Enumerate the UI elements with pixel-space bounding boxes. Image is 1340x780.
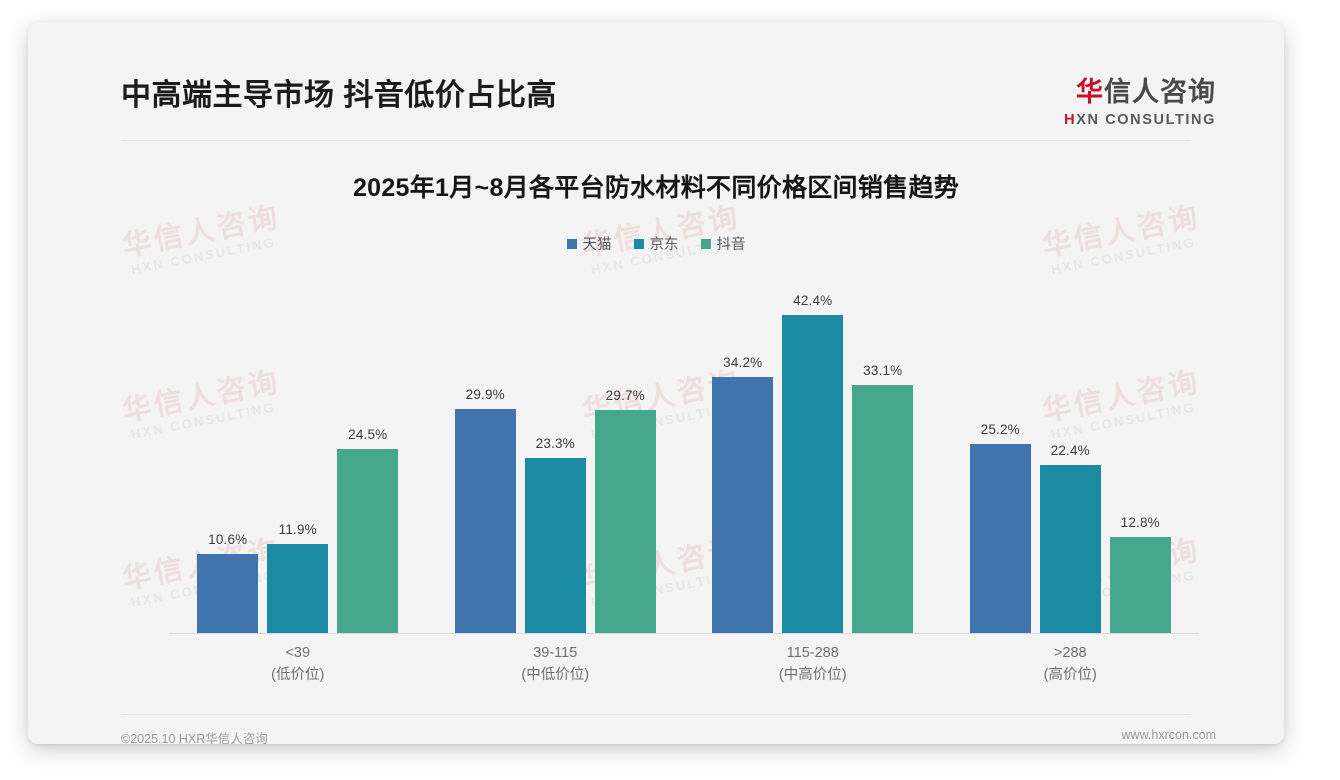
brand-logo: 华信人咨询 HXN CONSULTING [1064, 79, 1216, 128]
x-tick-sublabel: (低价位) [271, 667, 325, 684]
bar-天猫-39-115[interactable]: 29.9% [454, 262, 516, 633]
bar-rect [1109, 537, 1171, 633]
bar-value-label: 33.1% [863, 362, 903, 378]
bar-value-label: 11.9% [278, 521, 317, 537]
bar-rect [594, 410, 656, 633]
bar-京东->288[interactable]: 22.4% [1039, 262, 1101, 633]
x-tick-range: >288 [1053, 645, 1087, 661]
bar-rect [197, 553, 259, 633]
legend-item-天猫[interactable]: 天猫 [566, 233, 612, 254]
chart-legend: 天猫 京东 抖音 [28, 233, 1284, 254]
x-axis-tick-label: >288 (高价位) [942, 642, 1200, 687]
chart-title: 2025年1月~8月各平台防水材料不同价格区间销售趋势 [352, 174, 960, 202]
bar-rect [1039, 465, 1101, 633]
x-axis-labels: <39 (低价位) 39-115 (中低价位) 115-288 (中高价位) >288 (高价… [169, 642, 1199, 687]
bar-value-label: 29.9% [465, 386, 505, 402]
bar-rect [524, 458, 586, 633]
logo-chinese-text: 华信人咨询 [1064, 79, 1216, 106]
x-tick-sublabel: (中低价位) [521, 667, 590, 684]
bar-group: 34.2% 42.4% 33.1% [684, 262, 942, 633]
bar-rect [267, 543, 329, 633]
bar-value-label: 23.3% [535, 436, 575, 452]
bar-value-label: 25.2% [980, 422, 1020, 437]
logo-en-rest: XN CONSULTING [1076, 112, 1216, 128]
bar-rect [337, 449, 399, 633]
bar-rect [782, 315, 844, 633]
bar-value-label: 24.5% [348, 427, 388, 443]
x-tick-sublabel: (高价位) [1043, 667, 1097, 684]
legend-swatch-icon [633, 238, 644, 249]
header-divider [121, 140, 1191, 141]
logo-accent-char: 华 [1076, 77, 1104, 107]
x-tick-sublabel: (中高价位) [778, 667, 847, 684]
bar-抖音-39-115[interactable]: 29.7% [594, 262, 656, 633]
bar-京东-115-288[interactable]: 42.4% [782, 262, 844, 633]
bar-rect [712, 376, 774, 633]
bar-value-label: 42.4% [793, 293, 833, 308]
logo-english-text: HXN CONSULTING [1064, 113, 1216, 128]
slide-card: 华信人咨询 HXN CONSULTING 华信人咨询 HXN CONSULTING … [28, 22, 1284, 744]
bar-京东-39-115[interactable]: 23.3% [524, 262, 586, 633]
bar-groups: 10.6% 11.9% 24.5% 29.9% 23.3% 29.7% 34.2% 42.4%… [169, 262, 1199, 633]
bar-抖音->288[interactable]: 12.8% [1109, 262, 1171, 633]
x-axis-tick-label: <39 (低价位) [169, 642, 427, 687]
legend-item-抖音[interactable]: 抖音 [700, 233, 746, 254]
bar-京东-<39[interactable]: 11.9% [267, 262, 329, 633]
legend-swatch-icon [566, 238, 577, 249]
bar-value-label: 22.4% [1050, 443, 1090, 458]
page-title: 中高端主导市场 抖音低价占比高 [121, 79, 557, 112]
x-axis-tick-label: 39-115 (中低价位) [427, 642, 685, 687]
legend-label: 抖音 [716, 237, 746, 253]
legend-swatch-icon [700, 238, 711, 249]
bar-value-label: 10.6% [208, 531, 248, 547]
footer-website: www.hxrcon.com [1121, 728, 1216, 742]
x-axis-line [169, 633, 1199, 634]
slide-header: 中高端主导市场 抖音低价占比高 华信人咨询 HXN CONSULTING [28, 22, 1284, 142]
bar-抖音-115-288[interactable]: 33.1% [852, 262, 914, 633]
legend-label: 天猫 [582, 237, 612, 253]
x-tick-range: <39 [285, 645, 311, 661]
bar-rect [969, 444, 1031, 633]
logo-chinese-rest: 信人咨询 [1104, 77, 1216, 107]
bar-天猫-<39[interactable]: 10.6% [197, 262, 259, 633]
bar-抖音-<39[interactable]: 24.5% [337, 262, 399, 633]
x-tick-range: 115-288 [786, 645, 839, 661]
bar-天猫->288[interactable]: 25.2% [969, 262, 1031, 633]
bar-rect [454, 408, 516, 633]
logo-en-accent-char: H [1064, 112, 1077, 128]
legend-item-京东[interactable]: 京东 [633, 233, 679, 254]
legend-label: 京东 [649, 237, 679, 253]
bar-group: 29.9% 23.3% 29.7% [427, 262, 685, 633]
x-axis-tick-label: 115-288 (中高价位) [684, 642, 942, 687]
footer-divider [121, 714, 1191, 715]
bar-value-label: 34.2% [723, 354, 763, 370]
bar-group: 10.6% 11.9% 24.5% [169, 262, 427, 633]
bar-value-label: 29.7% [605, 388, 645, 404]
chart-plot-area: 10.6% 11.9% 24.5% 29.9% 23.3% 29.7% 34.2% 42.4%… [28, 22, 1284, 744]
bar-value-label: 12.8% [1120, 515, 1160, 530]
bar-group: 25.2% 22.4% 12.8% [942, 262, 1200, 633]
bar-天猫-115-288[interactable]: 34.2% [712, 262, 774, 633]
bar-rect [852, 384, 914, 633]
x-tick-range: 39-115 [533, 645, 578, 661]
footer-copyright: ©2025.10 HXR华信人咨询 [121, 732, 268, 744]
